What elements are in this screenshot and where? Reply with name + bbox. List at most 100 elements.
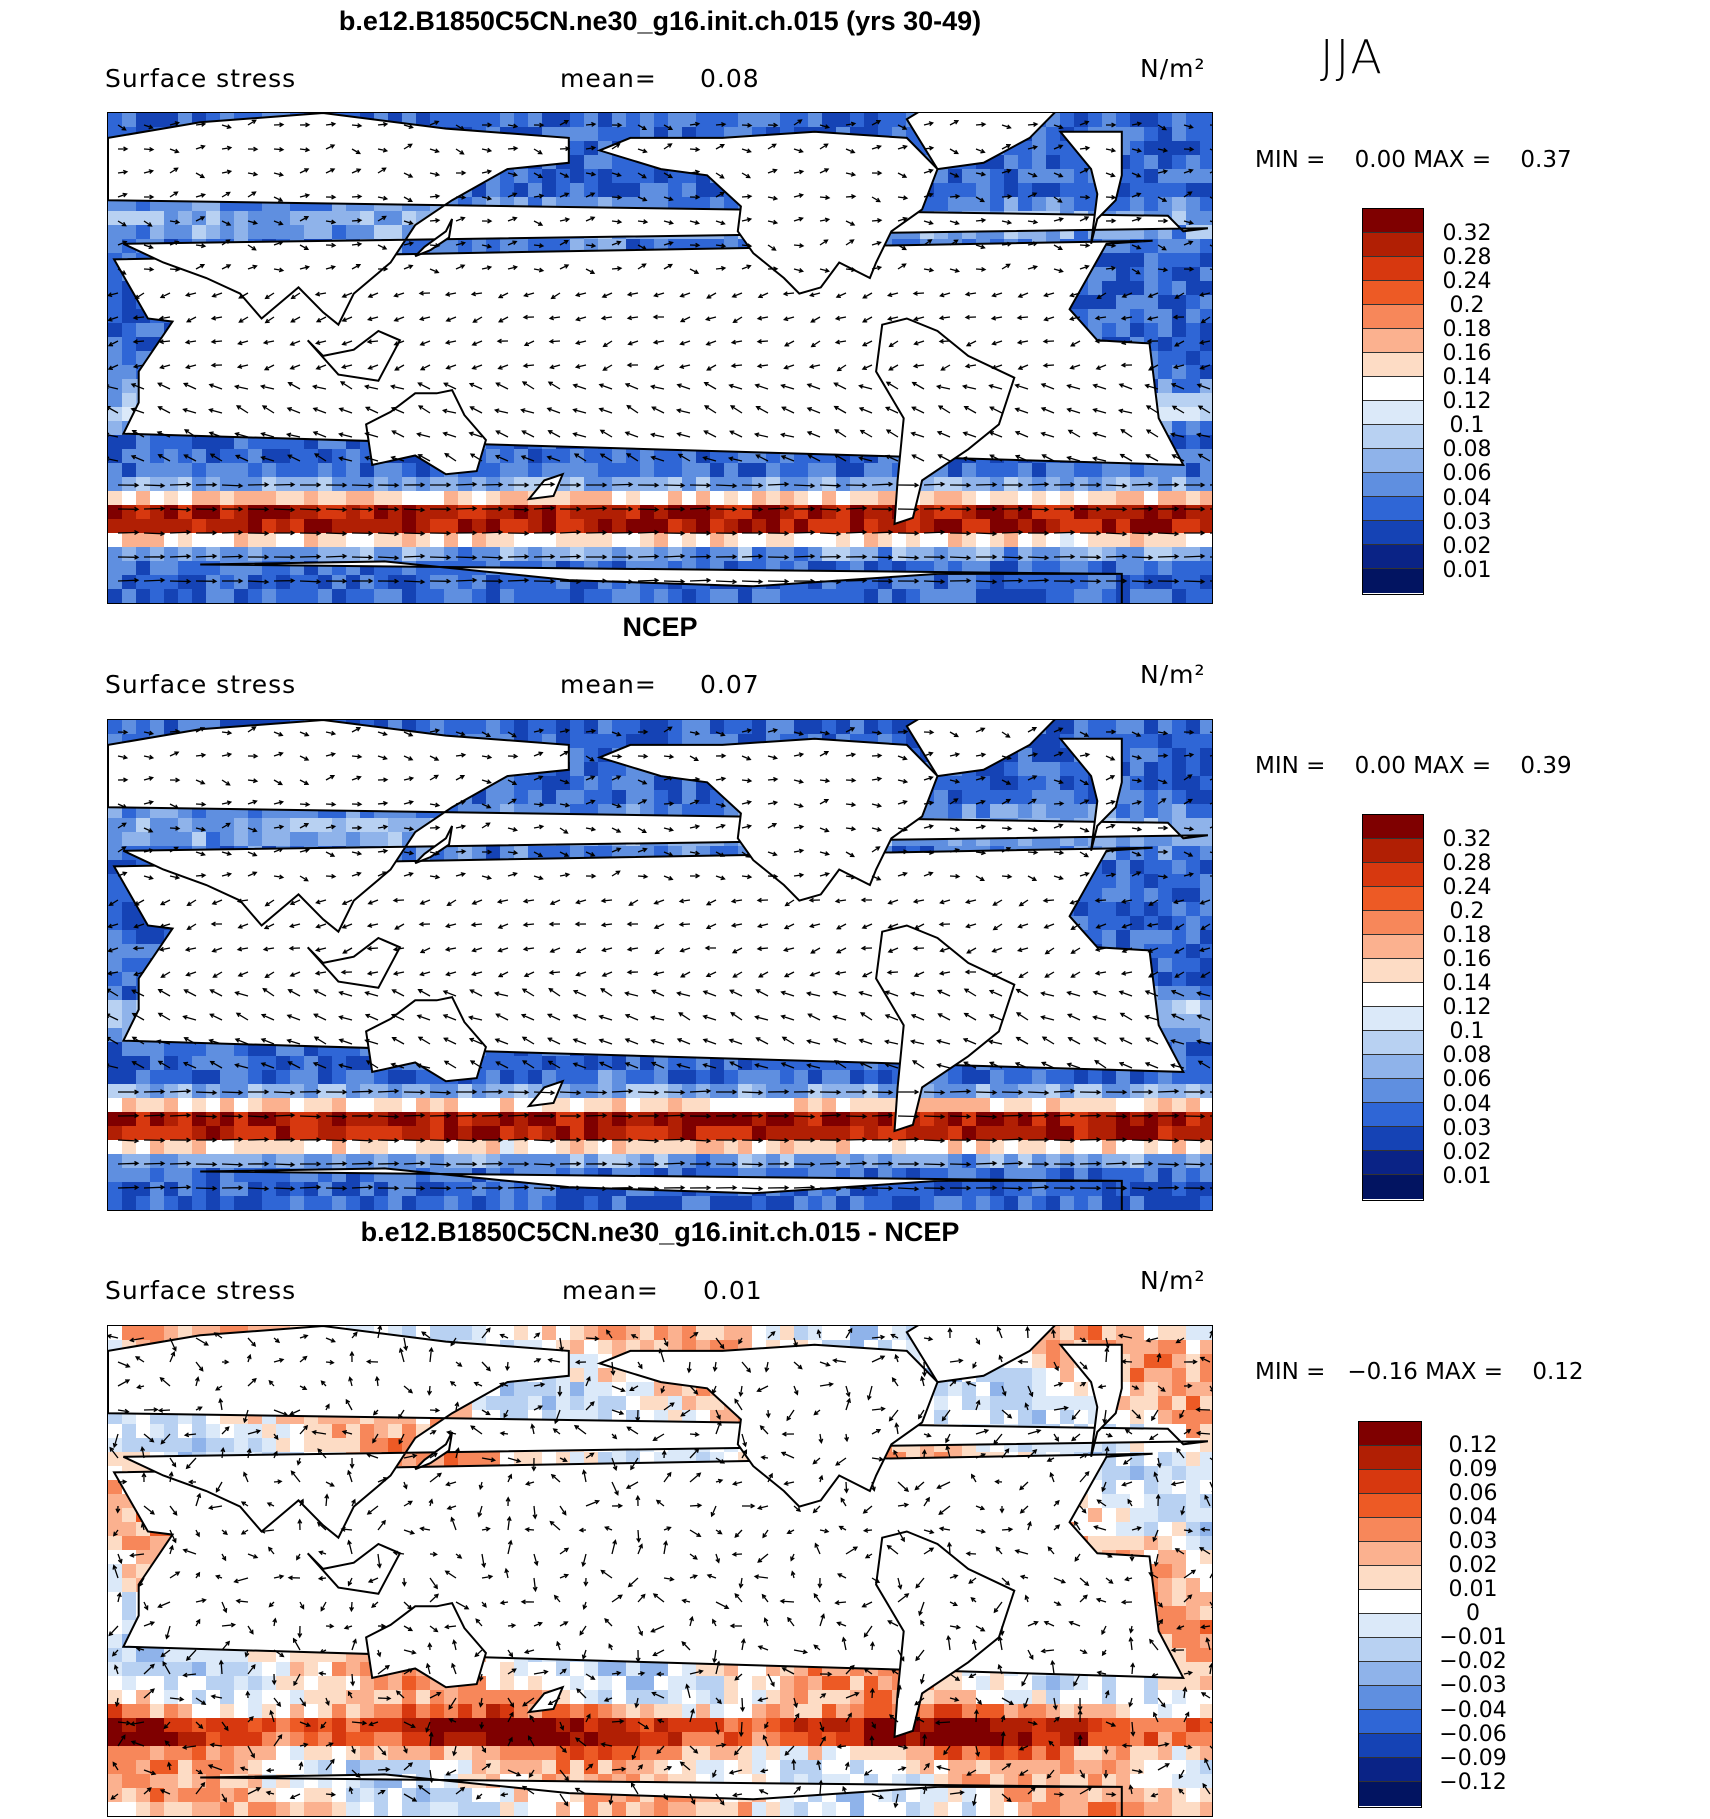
stress-arrow xyxy=(247,1377,257,1387)
stress-arrow xyxy=(325,1623,335,1629)
stress-arrow xyxy=(715,1113,738,1119)
stress-arrow xyxy=(273,196,284,202)
stress-arrow xyxy=(1198,1546,1211,1555)
stress-arrow xyxy=(273,1090,296,1096)
stress-arrow xyxy=(403,196,413,203)
stress-arrow xyxy=(260,1062,275,1069)
stress-arrow xyxy=(290,1470,301,1483)
stress-arrow xyxy=(533,1553,539,1567)
stress-arrow xyxy=(754,1063,769,1069)
stress-arrow xyxy=(367,364,379,370)
stress-arrow xyxy=(262,987,275,997)
stress-arrow xyxy=(159,899,171,906)
stress-arrow xyxy=(1000,1714,1006,1723)
stress-arrow xyxy=(734,1529,743,1538)
stress-arrow xyxy=(862,1527,873,1533)
stress-arrow xyxy=(767,1185,790,1191)
stress-arrow xyxy=(473,1381,483,1387)
stress-arrow xyxy=(625,1481,639,1489)
panel-3-min-value: −0.16 xyxy=(1347,1359,1418,1385)
stress-arrow xyxy=(392,946,405,952)
stress-arrow xyxy=(1079,506,1102,512)
stress-arrow xyxy=(366,316,379,322)
stress-arrow xyxy=(559,728,571,734)
stress-arrow xyxy=(689,1669,704,1675)
stress-arrow xyxy=(351,194,363,200)
stress-arrow xyxy=(793,506,816,512)
stress-arrow xyxy=(1001,1763,1012,1771)
stress-arrow xyxy=(158,946,171,952)
stress-arrow xyxy=(169,846,179,853)
stress-arrow xyxy=(988,383,1003,390)
stress-arrow xyxy=(183,429,197,438)
stress-arrow xyxy=(676,1037,691,1045)
stress-arrow xyxy=(582,1601,588,1610)
stress-arrow xyxy=(1202,1782,1211,1795)
stress-arrow xyxy=(524,1527,535,1533)
stress-arrow xyxy=(533,1358,542,1363)
stress-arrow xyxy=(481,1089,504,1095)
stress-arrow xyxy=(756,946,769,952)
stress-arrow xyxy=(741,482,764,488)
stress-arrow xyxy=(287,1575,301,1581)
stress-arrow xyxy=(269,1709,275,1723)
stress-arrow xyxy=(997,1663,1003,1675)
stress-arrow xyxy=(819,507,842,513)
stress-arrow xyxy=(1170,1013,1185,1021)
stress-arrow xyxy=(340,969,353,975)
stress-arrow xyxy=(715,506,738,512)
stress-arrow xyxy=(1183,191,1193,198)
stress-arrow xyxy=(553,1594,561,1603)
stress-arrow xyxy=(727,456,743,462)
stress-arrow xyxy=(195,1361,204,1372)
stress-arrow xyxy=(611,122,623,128)
stress-arrow xyxy=(445,316,457,322)
stress-arrow xyxy=(351,1088,374,1094)
stress-arrow xyxy=(663,553,686,559)
stress-arrow xyxy=(349,1350,355,1363)
stress-arrow xyxy=(182,1061,197,1069)
stress-arrow xyxy=(1042,898,1055,903)
stress-arrow xyxy=(1182,1686,1188,1699)
stress-arrow xyxy=(962,1037,977,1045)
stress-arrow xyxy=(871,1089,894,1095)
stress-arrow xyxy=(273,507,296,513)
stress-arrow xyxy=(296,1553,301,1561)
stress-arrow xyxy=(247,264,258,270)
stress-arrow xyxy=(429,1407,441,1413)
stress-arrow xyxy=(1200,1692,1211,1699)
stress-arrow xyxy=(1200,1624,1211,1630)
stress-arrow xyxy=(286,1014,301,1021)
stress-arrow xyxy=(273,1409,289,1417)
stress-arrow xyxy=(364,1013,379,1021)
stress-arrow xyxy=(522,898,535,904)
stress-arrow xyxy=(117,1185,140,1190)
stress-arrow xyxy=(579,1625,587,1636)
stress-arrow xyxy=(1094,1059,1107,1069)
stress-arrow xyxy=(790,1553,795,1562)
panel-3-variable: Surface stress xyxy=(105,1276,297,1305)
stress-arrow xyxy=(1077,1734,1083,1747)
stress-arrow xyxy=(499,1600,509,1606)
stress-arrow xyxy=(559,851,570,857)
stress-arrow xyxy=(729,405,743,414)
stress-arrow xyxy=(637,753,649,759)
stress-arrow xyxy=(1024,1402,1030,1411)
stress-arrow xyxy=(923,1529,935,1535)
stress-arrow xyxy=(819,1693,827,1699)
stress-arrow xyxy=(940,364,951,371)
stress-arrow xyxy=(499,1792,509,1798)
stress-arrow xyxy=(793,872,805,878)
stress-arrow xyxy=(554,1409,561,1425)
stress-arrow xyxy=(600,922,613,928)
stress-arrow xyxy=(793,1697,799,1709)
stress-arrow xyxy=(742,1503,756,1509)
stress-arrow xyxy=(1171,405,1185,414)
stress-arrow xyxy=(452,1639,457,1651)
stress-arrow xyxy=(166,1761,172,1771)
stress-arrow xyxy=(835,292,847,299)
stress-arrow xyxy=(793,1137,816,1143)
stress-arrow xyxy=(313,1013,327,1021)
stress-arrow xyxy=(663,726,673,733)
stress-arrow xyxy=(663,1402,675,1411)
